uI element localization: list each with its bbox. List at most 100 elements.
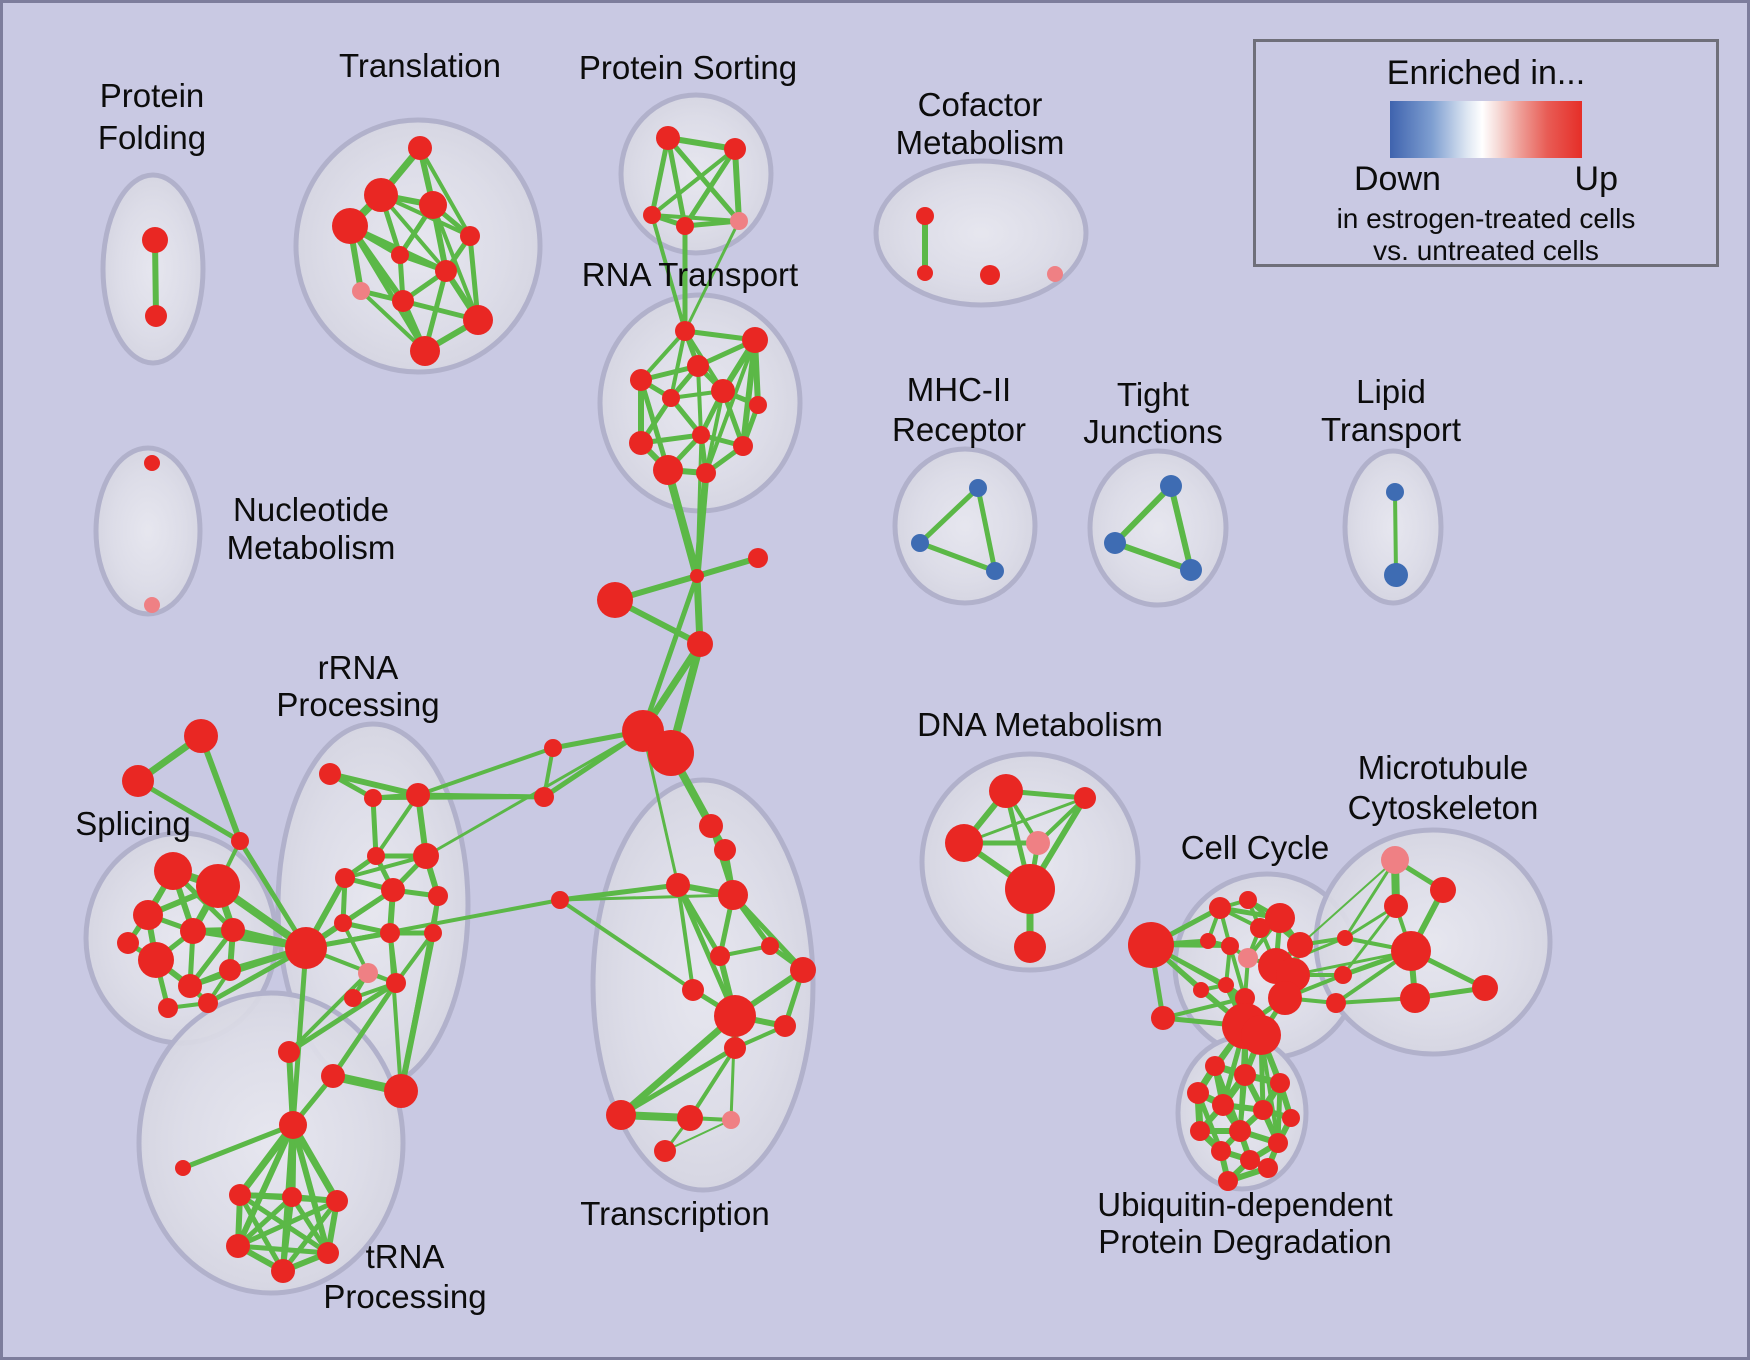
node-dm4: [1026, 831, 1050, 855]
edge-rr12-rr14: [394, 931, 435, 985]
legend-caption-line1: in estrogen-treated cells: [1336, 203, 1636, 234]
node-ps1: [656, 126, 680, 150]
edge-rr5-rr6: [343, 854, 428, 880]
node-ub8: [1190, 1121, 1210, 1141]
edge-ps4-ps5: [682, 218, 742, 229]
node-ps2: [724, 138, 746, 160]
node-sp2: [196, 864, 240, 908]
node-tn2: [175, 1160, 191, 1176]
edge-mh2-mh3: [917, 540, 998, 574]
node-ps3: [643, 206, 661, 224]
cluster-ellipse-mhc-ii-receptor: [892, 446, 1038, 606]
node-ch3: [748, 548, 768, 568]
cluster-label-ubiquitin-dependent-protein-degradation: Ubiquitin-dependent Protein Degradation: [1097, 1186, 1392, 1260]
edge-tn1-tn5: [289, 1121, 341, 1205]
cluster-label-transcription: Transcription: [580, 1195, 770, 1232]
node-ub6: [1253, 1100, 1273, 1120]
edge-rrC-rr11: [388, 931, 403, 1093]
node-br2: [1334, 966, 1352, 984]
node-rrC: [384, 1074, 418, 1108]
node-rr4: [367, 847, 385, 865]
edge-mh1-mh3: [975, 485, 998, 574]
edge-rt6-rt12: [704, 389, 725, 475]
node-ch4: [687, 631, 713, 657]
node-t3: [332, 208, 368, 244]
node-sp9: [117, 932, 139, 954]
node-rr10: [334, 914, 352, 932]
cluster-label-cell-cycle: Cell Cycle: [1181, 829, 1330, 866]
node-pf2: [145, 305, 167, 327]
node-sp3: [133, 900, 163, 930]
cluster-label-trna-processing: tRNA Processing: [323, 1238, 486, 1315]
edge-dm2-dm3: [962, 796, 1087, 845]
node-ub7: [1282, 1109, 1300, 1127]
node-rt3: [687, 355, 709, 377]
edge-mc1-tc7: [558, 898, 695, 992]
node-rt6: [711, 379, 735, 403]
cluster-label-protein-sorting: Protein Sorting: [579, 49, 797, 86]
node-ps5: [730, 212, 748, 230]
edge-tj1-tj2: [1112, 483, 1174, 546]
node-lc1: [544, 739, 562, 757]
node-t8: [352, 282, 370, 300]
edge-ch1-ch3: [694, 555, 761, 579]
cluster-label-lipid-transport: Lipid Transport: [1321, 373, 1461, 448]
edge-ps1-ps3: [649, 135, 671, 218]
node-sp8: [219, 959, 241, 981]
node-ub10: [1268, 1133, 1288, 1153]
edge-tj2-tj3: [1112, 540, 1194, 573]
node-sp6: [138, 942, 174, 978]
node-mt5: [1400, 983, 1430, 1013]
edge-h1-rr5: [424, 729, 645, 858]
cluster-label-tight-junctions: Tight Junctions: [1083, 376, 1222, 450]
node-h2: [648, 730, 694, 776]
edge-tn5-tn6: [235, 1198, 340, 1249]
node-cc1: [1128, 922, 1174, 968]
edge-rrB-rr14: [330, 980, 399, 1079]
node-rt8: [692, 426, 710, 444]
node-ch2: [597, 582, 633, 618]
edge-t4-t10: [431, 203, 480, 322]
network-svg: Protein Folding Translation Protein Sorting…: [75, 47, 1553, 1315]
node-t1: [408, 136, 432, 160]
node-dm3: [1074, 787, 1096, 809]
cluster-label-cofactor-metabolism: Cofactor Metabolism: [896, 86, 1065, 161]
node-cm1: [916, 207, 934, 225]
nodes-layer: [117, 126, 1498, 1283]
node-tc15: [654, 1140, 676, 1162]
node-ub13: [1258, 1158, 1278, 1178]
edge-ps2-ps3: [650, 147, 737, 217]
node-br3: [1326, 993, 1346, 1013]
cluster-label-splicing: Splicing: [75, 805, 191, 842]
edge-cc12-mt1: [1299, 859, 1396, 946]
edge-st1-st3: [198, 733, 243, 844]
node-mh1: [969, 479, 987, 497]
cluster-label-mhc-ii-receptor: MHC-II Receptor: [892, 371, 1026, 448]
node-cc15: [1235, 988, 1255, 1008]
edge-rrA-rr13: [287, 971, 370, 1054]
node-mh3: [986, 562, 1004, 580]
node-tc4: [718, 880, 748, 910]
edge-ps3-rt1: [650, 213, 687, 333]
edge-mc1-tc4: [558, 893, 735, 902]
node-ub3: [1270, 1073, 1290, 1093]
node-sp1: [154, 852, 192, 890]
edge-tn1-tn2: [180, 1122, 296, 1171]
node-dm5: [1005, 864, 1055, 914]
node-t6: [391, 246, 409, 264]
edge-rr1-rr3: [327, 771, 421, 798]
edge-rt2-rt10: [740, 337, 758, 449]
node-rt2: [742, 327, 768, 353]
node-ub14: [1218, 1171, 1238, 1191]
edge-t1-t5: [418, 146, 472, 238]
node-tn3: [229, 1184, 251, 1206]
node-rt11: [653, 455, 683, 485]
node-rr3: [406, 783, 430, 807]
node-sp11: [158, 998, 178, 1018]
node-t2: [364, 178, 398, 212]
node-cc18: [1241, 1015, 1281, 1055]
edge-rt11-ch1: [664, 466, 701, 580]
node-tc1: [699, 814, 723, 838]
node-cc9: [1238, 948, 1258, 968]
node-rt7: [749, 396, 767, 414]
